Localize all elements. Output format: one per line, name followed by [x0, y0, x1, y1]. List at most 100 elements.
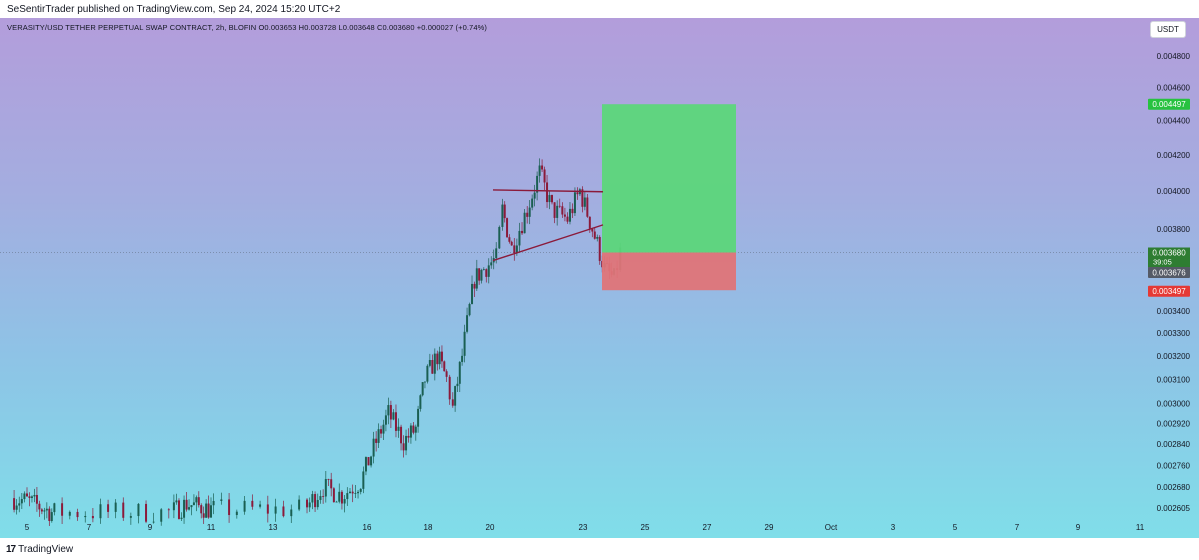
candle — [436, 353, 439, 365]
candle — [485, 269, 488, 277]
candle — [533, 192, 536, 199]
publish-header: SeSentirTrader published on TradingView.… — [0, 0, 1199, 18]
candle — [556, 205, 559, 218]
candle — [510, 241, 513, 246]
time-tick-label: 7 — [87, 523, 92, 532]
candle — [551, 195, 553, 203]
target-price-label: 0.004497 — [1152, 100, 1186, 109]
candle — [316, 499, 319, 508]
candle — [423, 381, 426, 383]
candle — [561, 206, 564, 215]
candle — [177, 500, 180, 519]
candle — [409, 425, 412, 438]
candle — [129, 516, 132, 518]
candle — [417, 408, 420, 427]
candle — [397, 426, 400, 431]
candle — [478, 268, 481, 281]
candle — [91, 515, 94, 519]
time-tick-label: 5 — [25, 523, 30, 532]
candle — [205, 503, 208, 518]
time-tick-label: 23 — [579, 523, 588, 532]
candle — [428, 360, 431, 366]
price-chart[interactable]: 0.004800 0.004600 0.004400 0.004200 0.004000… — [0, 18, 1199, 538]
price-tick-label: 0.004800 — [1157, 52, 1191, 61]
resistance-trendline — [492, 189, 604, 193]
candle — [335, 501, 338, 503]
candle — [458, 361, 461, 384]
candle — [400, 426, 403, 444]
candle — [340, 491, 343, 504]
candle — [583, 197, 586, 207]
time-tick-label: 9 — [148, 523, 153, 532]
candle — [308, 502, 311, 508]
tradingview-logo[interactable]: 17 TradingView — [6, 544, 73, 555]
candle — [145, 503, 148, 522]
candle — [190, 505, 193, 508]
candle — [311, 494, 314, 503]
candle — [526, 212, 529, 217]
candle — [53, 503, 56, 513]
candle — [259, 504, 262, 507]
candle — [192, 502, 195, 506]
candle — [167, 509, 170, 511]
candle — [348, 491, 351, 494]
candle — [185, 499, 188, 510]
candle — [367, 457, 370, 466]
current-price-label: 0.003680 — [1152, 249, 1186, 258]
candle — [274, 506, 277, 514]
candle — [351, 491, 354, 494]
candle — [468, 303, 471, 316]
symbol-info: VERASITY/USD TETHER PERPETUAL SWAP CONTR… — [7, 23, 487, 32]
candle — [480, 270, 483, 281]
candle — [364, 457, 367, 472]
candle — [463, 331, 466, 356]
footer: 17 TradingView — [0, 538, 1199, 560]
candle — [475, 268, 478, 289]
candle — [251, 500, 254, 507]
candle — [528, 207, 531, 217]
candle — [322, 496, 325, 497]
candle — [414, 426, 417, 433]
candle — [197, 497, 200, 506]
chart-area[interactable]: VERASITY/USD TETHER PERPETUAL SWAP CONTR… — [0, 18, 1199, 538]
candle — [327, 479, 330, 480]
candle — [172, 502, 175, 511]
previous-close-label-bg — [1148, 267, 1190, 279]
candle — [137, 503, 140, 517]
time-tick-label: 29 — [765, 523, 774, 532]
price-tick-label: 0.004000 — [1157, 187, 1191, 196]
tradingview-logo-icon: 17 — [6, 544, 16, 555]
candle — [319, 496, 322, 500]
price-tick-label: 0.003300 — [1157, 329, 1191, 338]
candle — [573, 192, 576, 214]
candle — [448, 376, 451, 400]
candle — [372, 438, 375, 457]
candle — [380, 429, 383, 434]
candle — [445, 371, 448, 377]
price-tick-label: 0.002605 — [1157, 504, 1191, 513]
candle — [99, 504, 102, 519]
candle — [61, 503, 64, 516]
candle — [40, 509, 43, 512]
candle — [412, 425, 415, 433]
time-tick-label: 11 — [1136, 523, 1145, 532]
candle — [508, 237, 511, 242]
candle — [30, 496, 33, 498]
candle — [346, 493, 349, 500]
price-tick-label: 0.003800 — [1157, 225, 1191, 234]
currency-button[interactable]: USDT — [1150, 21, 1186, 38]
candle — [543, 169, 546, 183]
price-tick-label: 0.004600 — [1157, 83, 1191, 92]
publish-info-text: SeSentirTrader published on TradingView.… — [7, 4, 341, 15]
candle — [433, 353, 436, 374]
candle — [282, 506, 285, 517]
candle — [43, 510, 46, 512]
candle — [362, 471, 365, 489]
candle — [454, 386, 457, 406]
bar-countdown-label: 39:05 — [1153, 258, 1172, 267]
candle — [482, 269, 485, 271]
price-tick-label: 0.003000 — [1157, 400, 1191, 409]
candle — [354, 493, 357, 494]
price-tick-label: 0.002920 — [1157, 420, 1191, 429]
candle — [28, 496, 31, 498]
